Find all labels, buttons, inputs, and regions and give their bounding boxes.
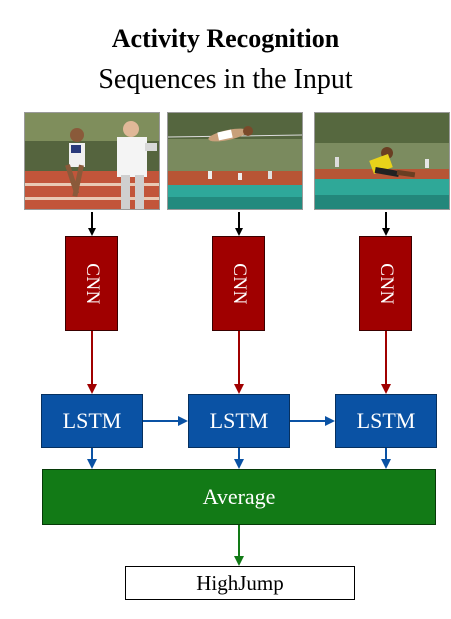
lstm-label: LSTM bbox=[209, 408, 269, 433]
input-frame-1 bbox=[24, 112, 160, 210]
average-label: Average bbox=[202, 484, 276, 509]
output-label: HighJump bbox=[196, 570, 284, 595]
cnn-block-2: CNN bbox=[212, 236, 265, 331]
average-block: Average bbox=[42, 469, 436, 525]
high-jumper-over-bar-photo-icon bbox=[168, 113, 302, 209]
cnn-block-3: CNN bbox=[359, 236, 412, 331]
lstm-label: LSTM bbox=[356, 408, 416, 433]
lstm-label: LSTM bbox=[62, 408, 122, 433]
lstm-block-1: LSTM bbox=[41, 394, 143, 448]
input-frame-2 bbox=[167, 112, 303, 210]
lstm-block-2: LSTM bbox=[188, 394, 290, 448]
diagram-title: Activity Recognition bbox=[111, 24, 340, 53]
diagram-subtitle: Sequences in the Input bbox=[98, 64, 353, 95]
sprinter-photo-icon bbox=[25, 113, 159, 209]
high-jumper-landing-photo-icon bbox=[315, 113, 449, 209]
lstm-block-3: LSTM bbox=[335, 394, 437, 448]
cnn-block-1: CNN bbox=[65, 236, 118, 331]
input-frame-3 bbox=[314, 112, 450, 210]
output-label-box: HighJump bbox=[125, 566, 355, 600]
